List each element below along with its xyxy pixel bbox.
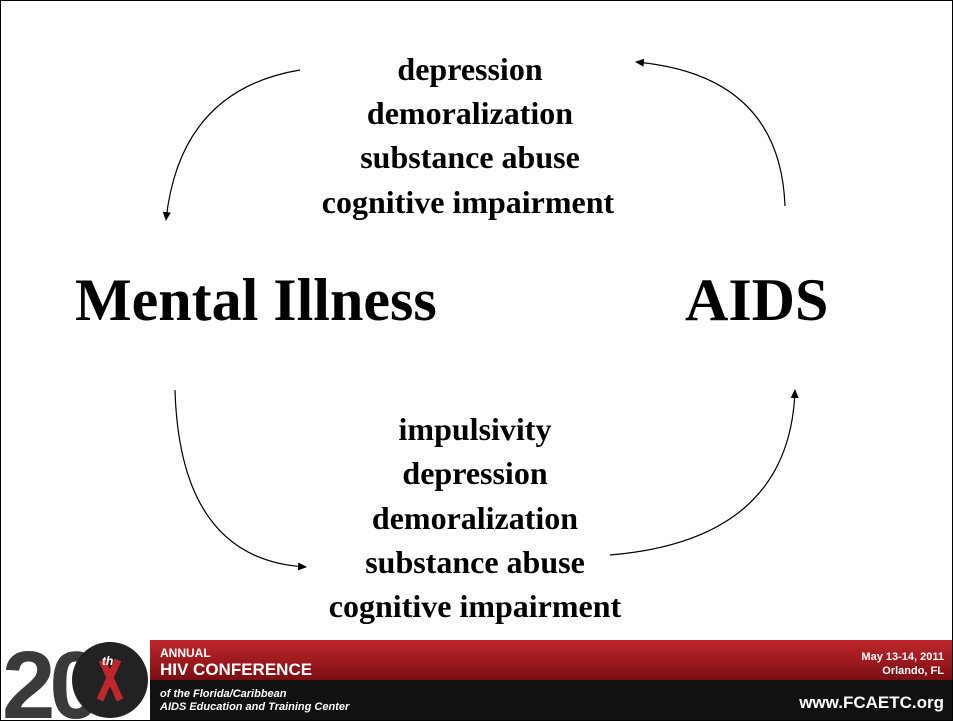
footer-text: ANNUAL: [160, 646, 211, 660]
list-item: demoralization: [367, 95, 573, 131]
arrow: [609, 389, 799, 556]
list-item: demoralization: [372, 500, 578, 536]
top-list: depression demoralization substance abus…: [322, 51, 615, 220]
footer-ordinal: th: [102, 654, 113, 668]
arrow: [174, 389, 307, 571]
footer-text: AIDS Education and Training Center: [159, 701, 350, 713]
node-label: AIDS: [685, 267, 828, 333]
footer-text: Orlando, FL: [882, 665, 944, 677]
list-item: depression: [397, 51, 542, 87]
list-item: substance abuse: [360, 139, 580, 175]
footer-text: May 13-14, 2011: [861, 651, 944, 663]
footer-band: [150, 640, 952, 680]
arrow: [635, 58, 786, 207]
footer-text: of the Florida/Caribbean: [160, 688, 287, 700]
list-item: cognitive impairment: [322, 184, 615, 220]
list-item: impulsivity: [399, 411, 552, 447]
footer-text: HIV CONFERENCE: [160, 660, 312, 679]
list-item: depression: [402, 455, 547, 491]
list-item: substance abuse: [365, 544, 585, 580]
footer-url: www.FCAETC.org: [798, 693, 944, 712]
footer-band: [150, 680, 952, 720]
node-label: Mental Illness: [75, 267, 437, 333]
bottom-list: impulsivity depression demoralization su…: [329, 411, 622, 624]
list-item: cognitive impairment: [329, 588, 622, 624]
arrow: [162, 69, 301, 221]
ribbon: [96, 658, 124, 702]
